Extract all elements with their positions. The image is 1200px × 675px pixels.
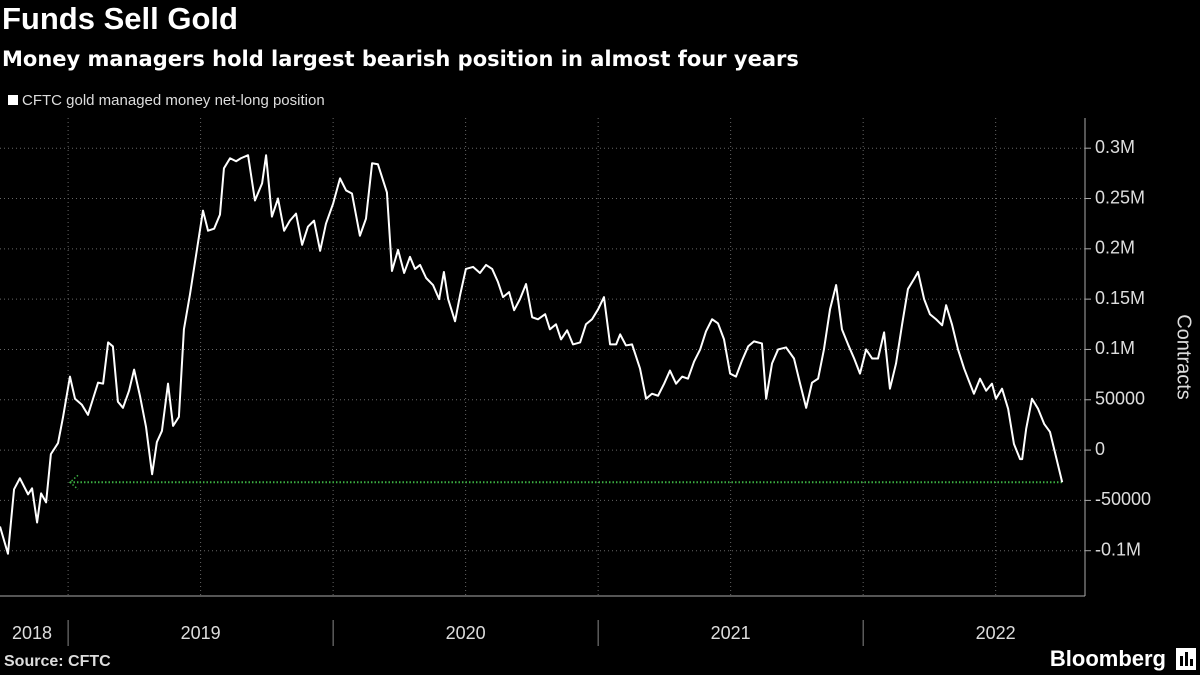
y-tick-label: 0.25M [1095,187,1145,207]
y-tick-label: 50000 [1095,389,1145,409]
x-tick-label: 2021 [711,623,751,643]
x-tick-label: 2022 [976,623,1016,643]
y-tick-label: -50000 [1095,489,1151,509]
y-tick-label: 0.2M [1095,238,1135,258]
y-tick-label: 0.15M [1095,288,1145,308]
source: Source: CFTC [4,653,111,670]
brand: Bloomberg [1050,646,1166,671]
y-tick-label: -0.1M [1095,539,1141,559]
chart-subtitle: Money managers hold largest bearish posi… [2,47,799,71]
legend-label: CFTC gold managed money net-long positio… [22,92,325,109]
y-tick-label: 0 [1095,439,1105,459]
brand-icon [1176,648,1196,670]
reference-arrow [68,474,79,490]
chart-title: Funds Sell Gold [2,1,238,36]
x-tick-label: 2020 [446,623,486,643]
legend-swatch [8,95,18,105]
x-tick-label: 2019 [181,623,221,643]
y-axis-label: Contracts [1173,314,1195,400]
y-tick-label: 0.3M [1095,137,1135,157]
y-tick-label: 0.1M [1095,338,1135,358]
x-tick-label: 2018 [12,623,52,643]
series-line [0,154,1064,555]
